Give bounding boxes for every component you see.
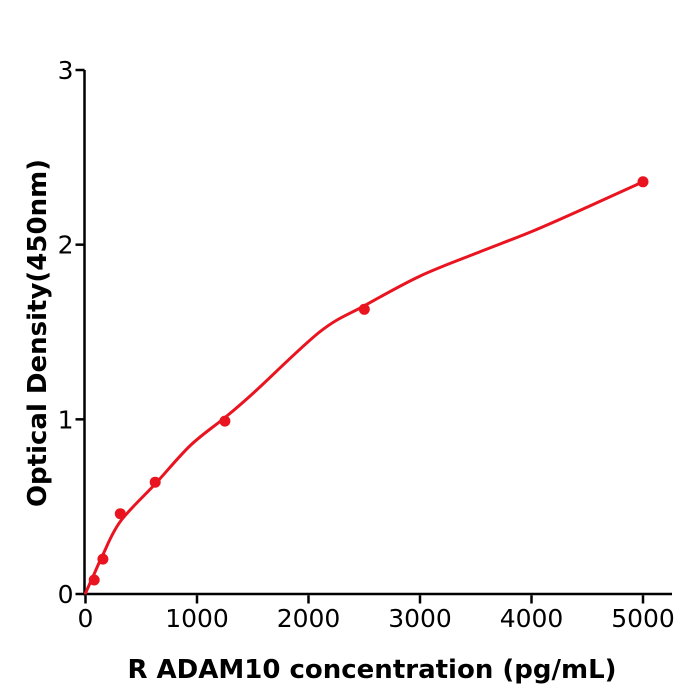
x-tick-label: 5000 [611, 604, 675, 633]
y-tick-label: 3 [58, 56, 74, 85]
y-tick-label: 0 [58, 580, 74, 609]
y-axis-label: Optical Density(450nm) [23, 159, 53, 507]
data-point [358, 303, 370, 315]
plot-area: 0 1 2 3 0 1000 2000 3000 4000 5000 [58, 56, 675, 633]
x-tick-label: 1000 [165, 604, 229, 633]
fit-curve-line [84, 180, 645, 595]
x-tick-label: 0 [78, 604, 94, 633]
x-tick-label: 4000 [500, 604, 564, 633]
y-tick-label: 2 [58, 231, 74, 260]
data-point [88, 574, 100, 586]
data-point [637, 176, 649, 188]
x-axis-label: R ADAM10 concentration (pg/mL) [127, 655, 616, 685]
data-point [97, 553, 109, 565]
data-point [114, 508, 126, 520]
data-point [149, 476, 161, 488]
x-tick-label: 3000 [388, 604, 452, 633]
y-tick-label: 1 [58, 405, 74, 434]
data-point [219, 415, 231, 427]
x-tick-label: 2000 [277, 604, 341, 633]
